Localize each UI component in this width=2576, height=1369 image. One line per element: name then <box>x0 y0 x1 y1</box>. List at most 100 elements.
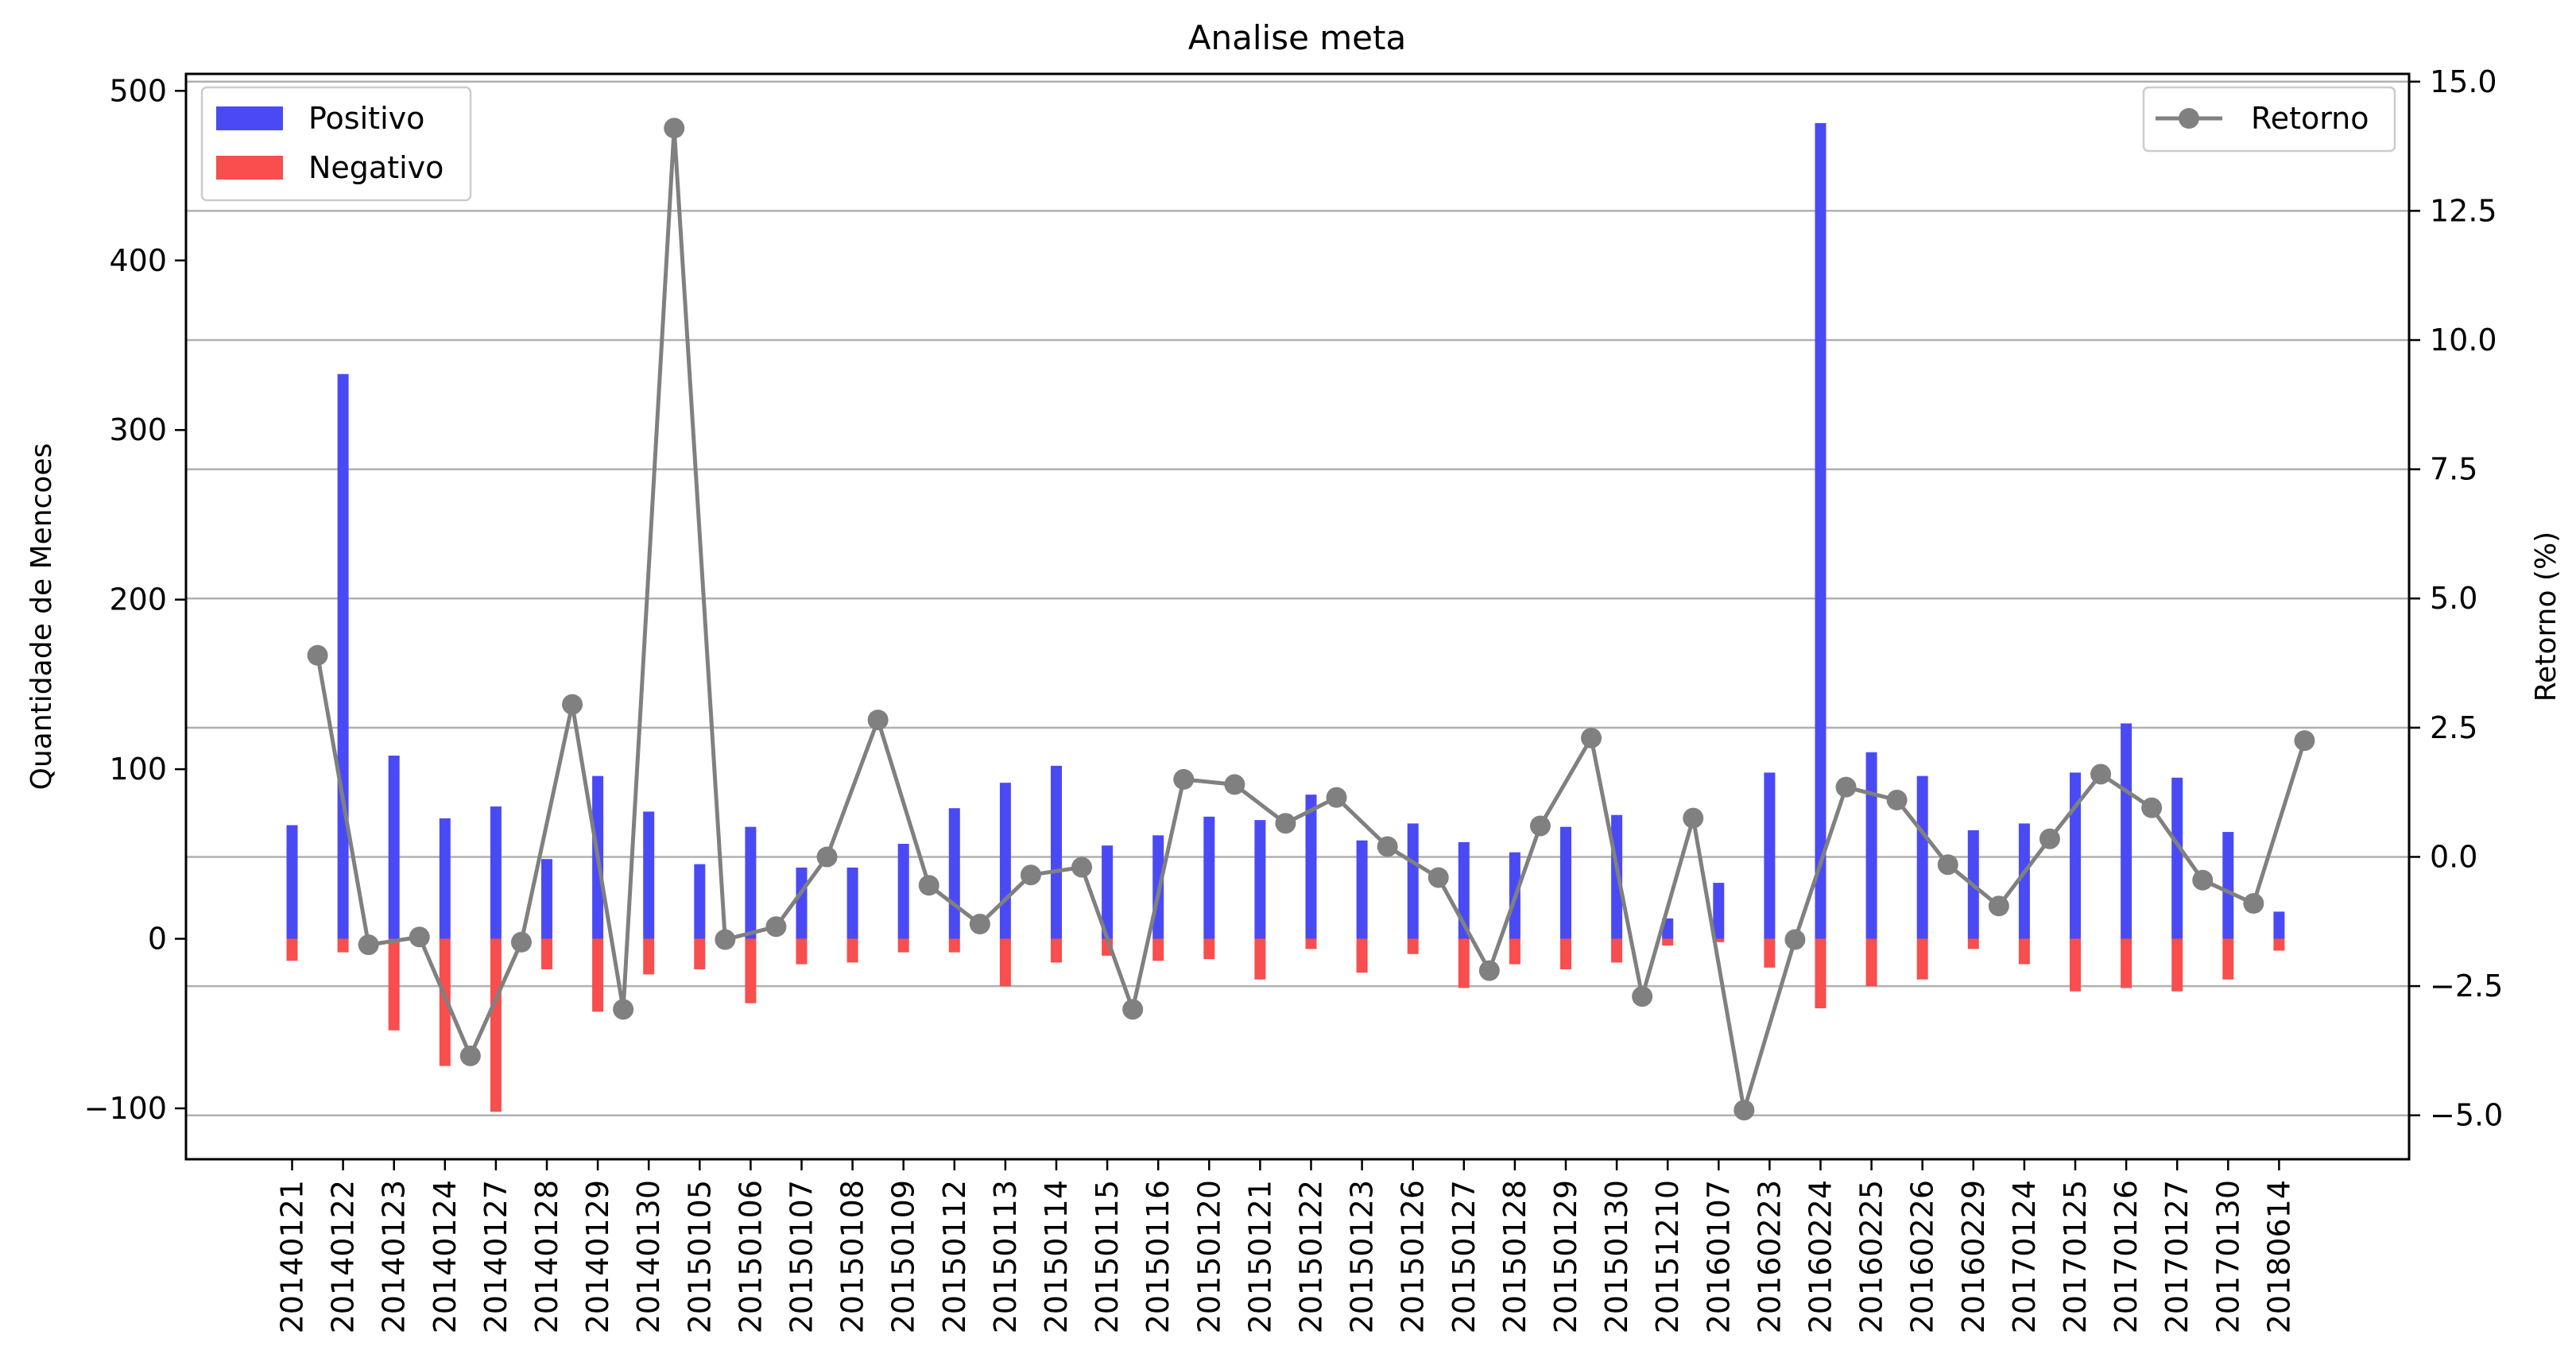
bar-negative-26 <box>1611 938 1623 963</box>
left-tick-label-0: −100 <box>84 1091 167 1126</box>
bar-negative-11 <box>846 938 858 963</box>
return-point-17 <box>1173 768 1195 790</box>
left-tick-label-2: 100 <box>109 752 167 787</box>
x-tick-label-31: 20160225 <box>1854 1180 1889 1333</box>
bar-positive-19 <box>1254 820 1266 939</box>
legend-positive-swatch <box>216 106 283 130</box>
return-point-28 <box>1733 1100 1755 1121</box>
left-tick-label-4: 300 <box>109 412 167 447</box>
bar-positive-0 <box>286 825 298 939</box>
bar-negative-13 <box>948 938 960 953</box>
plot-frame <box>184 72 2411 1161</box>
legend-return-marker <box>2179 108 2199 129</box>
return-point-29 <box>1784 929 1806 950</box>
return-point-31 <box>1886 789 1908 810</box>
bar-negative-27 <box>1662 938 1674 946</box>
return-point-26 <box>1632 986 1653 1007</box>
return-point-8 <box>715 929 736 950</box>
return-point-4 <box>510 931 532 953</box>
bar-positive-13 <box>948 808 960 939</box>
legend-left: Positivo Negativo <box>200 86 472 202</box>
bar-negative-2 <box>388 938 400 1031</box>
return-point-18 <box>1224 774 1245 795</box>
legend-negative-swatch <box>216 156 283 180</box>
return-point-35 <box>2090 764 2112 785</box>
x-tick-label-23: 20150127 <box>1447 1180 1482 1333</box>
bar-negative-4 <box>490 938 502 1112</box>
right-tick-label-4: 5.0 <box>2430 581 2477 616</box>
return-point-9 <box>765 916 787 938</box>
bar-positive-29 <box>1764 772 1776 939</box>
right-tick-label-5: 7.5 <box>2430 452 2477 487</box>
bar-positive-34 <box>2018 823 2030 939</box>
bar-positive-7 <box>643 811 655 939</box>
bar-positive-15 <box>1051 765 1062 939</box>
return-point-12 <box>918 875 939 896</box>
left-tick-label-6: 500 <box>109 73 167 108</box>
return-point-24 <box>1529 815 1551 837</box>
x-tick-label-39: 20180614 <box>2261 1180 2296 1333</box>
x-tick-label-17: 20150116 <box>1141 1180 1176 1333</box>
x-axis: 20140121 20140122 20140123 20140124 20140127… <box>275 1159 2296 1333</box>
return-point-30 <box>1835 776 1857 798</box>
bar-positive-1 <box>337 373 349 939</box>
x-tick-label-20: 20150122 <box>1294 1180 1329 1333</box>
return-point-20 <box>1326 787 1347 808</box>
right-tick-label-7: 12.5 <box>2430 193 2497 228</box>
x-tick-label-22: 20150126 <box>1396 1180 1431 1333</box>
bar-positive-16 <box>1102 845 1114 939</box>
return-point-22 <box>1427 867 1449 888</box>
left-tick-label-5: 400 <box>109 243 167 278</box>
x-tick-label-14: 20150113 <box>988 1180 1023 1333</box>
bar-positive-28 <box>1713 883 1725 939</box>
bar-positive-5 <box>541 859 552 939</box>
x-tick-label-1: 20140122 <box>326 1180 361 1333</box>
bar-negative-32 <box>1916 938 1928 980</box>
right-tick-label-1: −2.5 <box>2430 969 2503 1004</box>
bar-negative-0 <box>286 938 298 961</box>
return-point-19 <box>1275 813 1296 834</box>
x-tick-label-2: 20140123 <box>377 1180 412 1333</box>
x-tick-label-8: 20150105 <box>682 1180 717 1333</box>
bars <box>286 122 2285 1112</box>
bar-positive-20 <box>1305 795 1317 939</box>
bar-negative-17 <box>1152 938 1164 961</box>
bar-negative-39 <box>2273 938 2285 951</box>
bar-negative-29 <box>1764 938 1776 968</box>
bar-negative-34 <box>2018 938 2030 965</box>
x-tick-label-10: 20150107 <box>784 1180 819 1333</box>
bar-negative-7 <box>643 938 655 975</box>
return-point-13 <box>969 914 990 935</box>
bar-negative-8 <box>694 938 706 969</box>
return-point-23 <box>1478 960 1500 981</box>
y2-axis-label: Retorno (%) <box>2530 532 2562 702</box>
bar-positive-36 <box>2121 723 2132 939</box>
x-tick-label-35: 20170125 <box>2058 1180 2093 1333</box>
bar-negative-10 <box>796 938 808 965</box>
bar-negative-21 <box>1356 938 1368 973</box>
bar-negative-33 <box>1967 938 1979 949</box>
x-tick-label-21: 20150123 <box>1345 1180 1380 1333</box>
x-tick-label-7: 20140130 <box>631 1180 666 1333</box>
x-tick-label-28: 20160107 <box>1701 1180 1736 1333</box>
bar-positive-2 <box>388 756 400 939</box>
x-tick-label-30: 20160224 <box>1803 1180 1838 1333</box>
x-tick-label-0: 20140121 <box>275 1180 310 1333</box>
bar-positive-23 <box>1458 841 1470 939</box>
bar-negative-1 <box>337 938 349 953</box>
legend-negative-label: Negativo <box>308 150 444 185</box>
bar-negative-18 <box>1203 938 1215 960</box>
bar-positive-22 <box>1407 823 1419 939</box>
bar-negative-24 <box>1509 938 1520 965</box>
bar-positive-37 <box>2171 777 2183 939</box>
bar-negative-28 <box>1713 938 1725 942</box>
bar-positive-4 <box>490 806 502 939</box>
x-tick-label-4: 20140127 <box>478 1180 513 1333</box>
x-tick-label-29: 20160223 <box>1752 1180 1787 1333</box>
bar-negative-19 <box>1254 938 1266 980</box>
bar-positive-18 <box>1203 816 1215 939</box>
return-point-15 <box>1071 857 1093 878</box>
return-point-36 <box>2141 797 2163 818</box>
bar-negative-15 <box>1051 938 1062 963</box>
